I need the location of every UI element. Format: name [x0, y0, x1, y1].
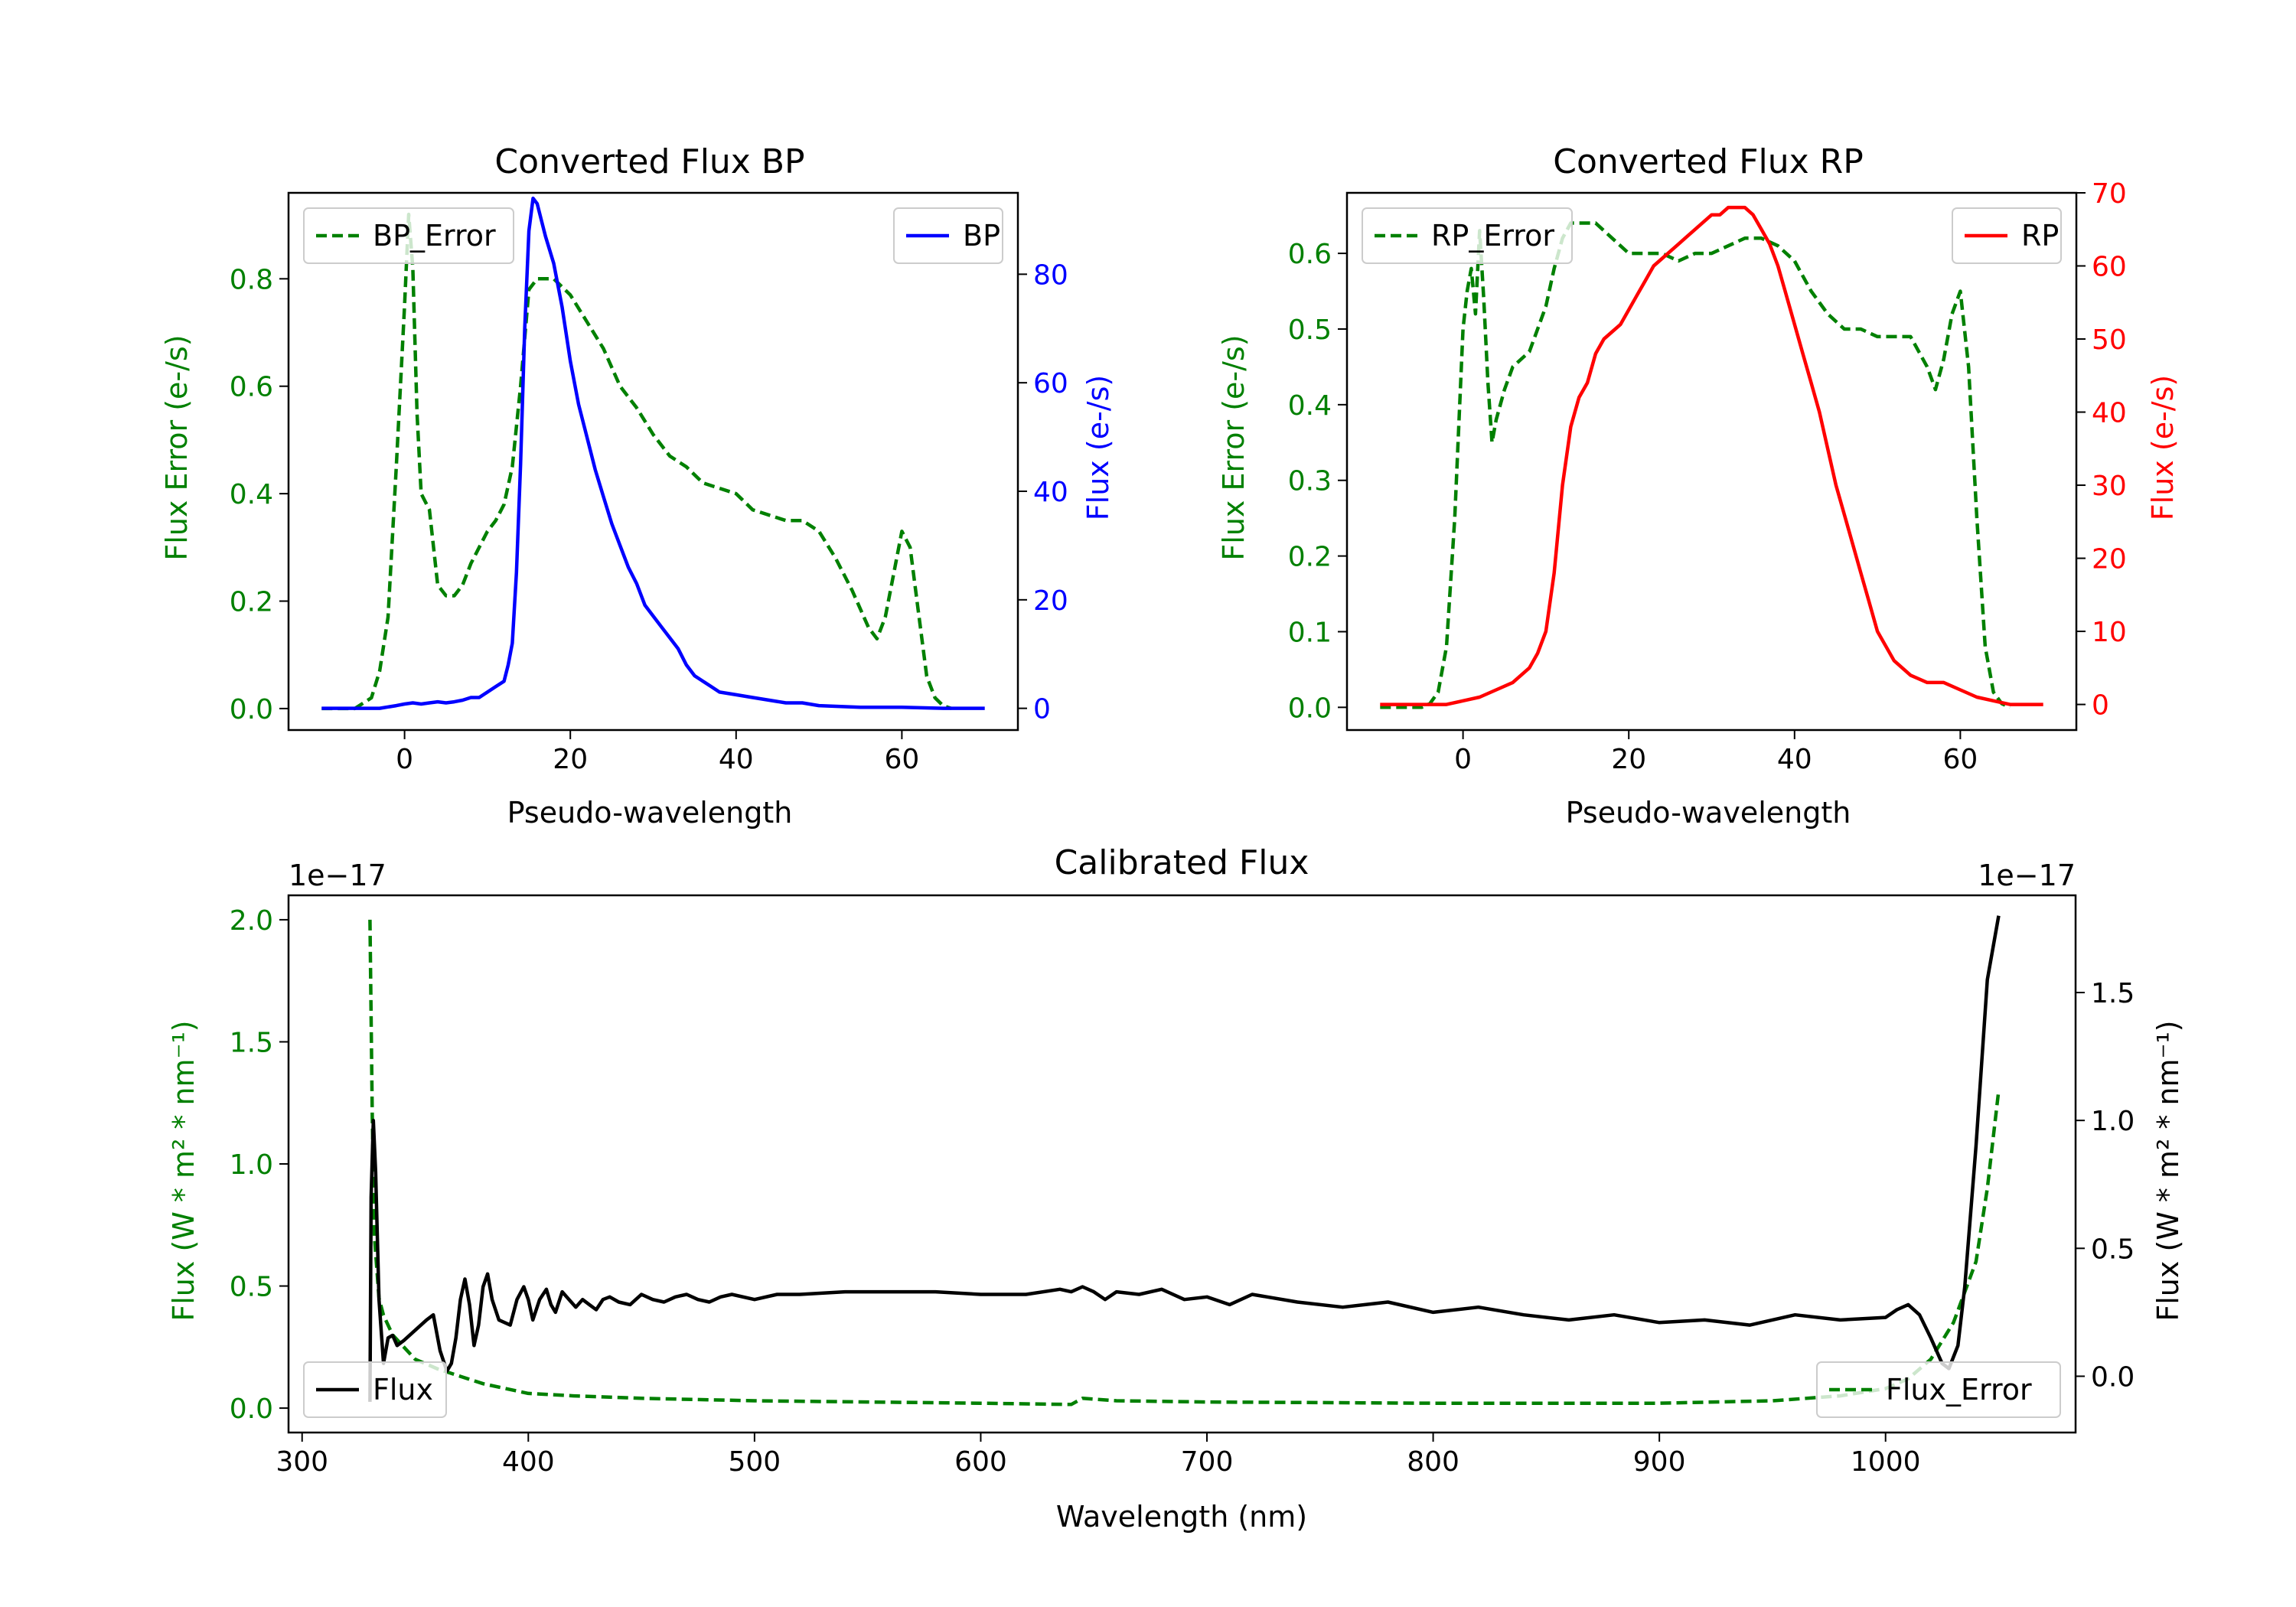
cal-x-tick-label: 700 — [1181, 1446, 1234, 1478]
cal-left-tick-label: 1.0 — [230, 1149, 273, 1181]
rp-right-tick-label: 10 — [2092, 617, 2127, 648]
rp-x-axis-label: Pseudo-wavelength — [1566, 796, 1851, 830]
cal-left-tick-label: 1.5 — [230, 1027, 273, 1058]
rp-legend-box — [1362, 207, 1573, 264]
cal-left-tick-label: 0.5 — [230, 1272, 273, 1303]
rp-right-tick-label: 60 — [2092, 252, 2127, 283]
bp-left-tick-label: 0.2 — [230, 587, 273, 618]
cal-left-tick-label: 0.0 — [230, 1393, 273, 1425]
bp-x-tick-label: 40 — [719, 744, 754, 775]
rp-plot-frame — [1345, 191, 2078, 732]
bp-plot-frame — [287, 191, 1019, 732]
bp-left-tick-label: 0.8 — [230, 264, 273, 295]
rp-right-axis-label: Flux (e-/s) — [2146, 375, 2180, 520]
cal-right-tick-label: 0.5 — [2091, 1234, 2135, 1265]
cal-legend-label: Flux_Error — [1886, 1373, 2032, 1407]
cal-title: Calibrated Flux — [1055, 843, 1309, 882]
bp-title: Converted Flux BP — [494, 142, 804, 181]
bp-right-tick-label: 20 — [1033, 585, 1068, 617]
bp-right-tick-label: 40 — [1033, 477, 1068, 508]
bp-series-bp — [321, 196, 985, 710]
rp-title: Converted Flux RP — [1553, 142, 1864, 181]
bp-panel: Converted Flux BP Pseudo-wavelength Flux… — [160, 142, 1115, 830]
bp-marks: 0 20 40 60 0.0 0.2 0.4 0.6 0.8 0 20 40 60 80 BP_Error B… — [230, 196, 1068, 775]
cal-x-tick-label: 600 — [954, 1446, 1007, 1478]
bp-left-axis-label: Flux Error (e-/s) — [160, 334, 194, 560]
bp-x-tick-label: 0 — [396, 744, 413, 775]
bp-left-tick-label: 0.6 — [230, 372, 273, 403]
rp-right-tick-label: 50 — [2092, 324, 2127, 356]
cal-x-tick-label: 300 — [276, 1446, 328, 1478]
cal-right-axis-label: Flux (W * m² * nm⁻¹) — [2151, 1020, 2185, 1321]
rp-x-tick-label: 0 — [1454, 744, 1472, 775]
rp-x-tick-label: 40 — [1777, 744, 1812, 775]
cal-marks: 300 400 500 600 700 800 900 1000 0.0 0.5 1.0 1.5 2.0… — [230, 905, 2135, 1478]
rp-panel: Converted Flux RP Pseudo-wavelength Flux… — [1217, 142, 2180, 830]
bp-x-tick-label: 20 — [553, 744, 588, 775]
rp-left-tick-label: 0.5 — [1288, 315, 1332, 346]
bp-right-tick-label: 60 — [1033, 368, 1068, 399]
rp-right-tick-label: 70 — [2092, 178, 2127, 210]
cal-plot-frame — [287, 894, 2077, 1434]
cal-series-flux-error — [368, 919, 2001, 1407]
bp-legend-label: BP_Error — [373, 219, 496, 253]
rp-marks: 0 20 40 60 0.0 0.1 0.2 0.3 0.4 0.5 0.6 0 10 20 30 40 50 6… — [1288, 178, 2127, 775]
bp-legend-label: BP — [963, 219, 1000, 253]
rp-series-rp-error — [1380, 221, 2011, 709]
rp-x-tick-label: 60 — [1942, 744, 1978, 775]
cal-right-offset-text: 1e−17 — [1978, 859, 2076, 892]
rp-legend: RP — [1952, 207, 2062, 264]
bp-x-axis-label: Pseudo-wavelength — [507, 796, 793, 830]
cal-right-tick-label: 1.0 — [2091, 1106, 2135, 1137]
cal-x-tick-label: 800 — [1407, 1446, 1459, 1478]
cal-x-tick-label: 1000 — [1851, 1446, 1921, 1478]
rp-left-tick-label: 0.6 — [1288, 239, 1332, 270]
cal-legend: Flux_Error — [1816, 1361, 2061, 1418]
rp-right-tick-label: 20 — [2092, 544, 2127, 575]
rp-legend-label: RP — [2021, 219, 2059, 253]
bp-left-tick-label: 0.0 — [230, 694, 273, 725]
rp-right-tick-label: 40 — [2092, 398, 2127, 429]
cal-series-flux — [368, 915, 2001, 1402]
rp-left-tick-label: 0.4 — [1288, 390, 1332, 422]
cal-legend: Flux — [303, 1361, 447, 1418]
bp-right-tick-label: 0 — [1033, 694, 1051, 725]
bp-series-bp-error — [321, 212, 953, 711]
bp-right-axis-label: Flux (e-/s) — [1081, 375, 1115, 520]
cal-legend-box — [303, 1361, 447, 1418]
cal-legend-box — [1816, 1361, 2061, 1418]
bp-x-tick-label: 60 — [884, 744, 919, 775]
cal-right-tick-label: 0.0 — [2091, 1361, 2135, 1393]
bp-legend: BP_Error — [303, 207, 514, 264]
rp-left-tick-label: 0.1 — [1288, 617, 1332, 648]
rp-left-axis-label: Flux Error (e-/s) — [1217, 334, 1251, 560]
rp-left-tick-label: 0.2 — [1288, 542, 1332, 573]
bp-legend-box — [303, 207, 514, 264]
cal-x-tick-label: 400 — [502, 1446, 555, 1478]
rp-legend: RP_Error — [1362, 207, 1573, 264]
cal-legend-label: Flux — [373, 1373, 433, 1407]
bp-right-tick-label: 80 — [1033, 259, 1068, 291]
rp-legend-label: RP_Error — [1431, 219, 1554, 253]
rp-right-tick-label: 30 — [2092, 471, 2127, 502]
cal-left-axis-label: Flux (W * m² * nm⁻¹) — [167, 1020, 201, 1321]
rp-series-rp — [1380, 205, 2043, 706]
rp-left-tick-label: 0.3 — [1288, 466, 1332, 497]
rp-x-tick-label: 20 — [1611, 744, 1646, 775]
bp-left-tick-label: 0.4 — [230, 479, 273, 510]
cal-right-tick-label: 1.5 — [2091, 978, 2135, 1009]
rp-left-tick-label: 0.0 — [1288, 693, 1332, 724]
cal-panel: Calibrated Flux Wavelength (nm) Flux (W … — [167, 843, 2185, 1534]
cal-x-axis-label: Wavelength (nm) — [1056, 1500, 1307, 1534]
rp-right-tick-label: 0 — [2092, 690, 2109, 722]
cal-left-tick-label: 2.0 — [230, 905, 273, 937]
cal-x-tick-label: 900 — [1633, 1446, 1686, 1478]
cal-x-tick-label: 500 — [729, 1446, 781, 1478]
bp-legend: BP — [893, 207, 1003, 264]
cal-left-offset-text: 1e−17 — [289, 859, 386, 892]
